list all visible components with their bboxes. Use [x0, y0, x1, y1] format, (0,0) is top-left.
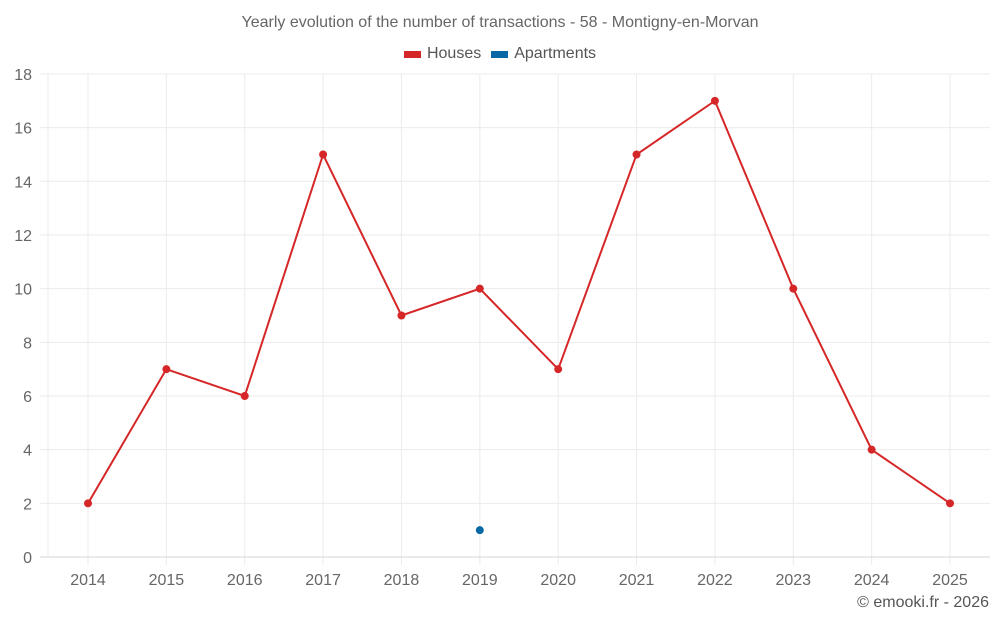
- y-tick-label: 18: [14, 67, 32, 84]
- data-point-houses[interactable]: [867, 445, 876, 454]
- apartments-swatch-icon: [491, 50, 509, 58]
- x-tick-label: 2022: [697, 572, 733, 589]
- data-point-houses[interactable]: [554, 365, 563, 374]
- x-tick-label: 2018: [384, 572, 420, 589]
- y-tick-label: 4: [23, 443, 32, 460]
- x-tick-label: 2017: [305, 572, 341, 589]
- x-tick-label: 2014: [70, 572, 106, 589]
- x-tick-label: 2023: [775, 572, 811, 589]
- y-tick-label: 12: [14, 228, 32, 245]
- x-tick-label: 2016: [227, 572, 263, 589]
- legend-label-apartments: Apartments: [514, 45, 597, 62]
- data-point-houses[interactable]: [84, 499, 92, 508]
- series-line-houses: [87, 99, 951, 505]
- data-point-houses[interactable]: [475, 284, 484, 293]
- data-point-houses[interactable]: [319, 150, 328, 159]
- data-point-apartments[interactable]: [475, 526, 484, 535]
- data-point-houses[interactable]: [789, 284, 798, 293]
- x-tick-label: 2015: [149, 572, 185, 589]
- x-tick-label: 2019: [462, 572, 498, 589]
- data-point-houses[interactable]: [397, 311, 406, 320]
- legend-label-houses: Houses: [426, 45, 482, 62]
- y-tick-label: 0: [23, 550, 32, 567]
- copyright-credit: © emooki.fr - 2026: [857, 594, 989, 611]
- x-tick-label: 2020: [540, 572, 576, 589]
- data-point-houses[interactable]: [946, 499, 954, 508]
- legend-item-houses[interactable]: Houses: [403, 45, 482, 63]
- y-tick-label: 6: [23, 389, 32, 406]
- y-tick-label: 8: [23, 335, 32, 352]
- data-point-houses[interactable]: [162, 365, 171, 374]
- legend-item-apartments[interactable]: Apartments: [491, 45, 596, 63]
- houses-swatch-icon: [403, 50, 421, 58]
- data-point-houses[interactable]: [632, 150, 641, 159]
- y-tick-label: 2: [23, 496, 32, 513]
- x-tick-label: 2025: [932, 572, 968, 589]
- chart-title: Yearly evolution of the number of transa…: [241, 14, 759, 31]
- y-tick-label: 14: [14, 174, 32, 191]
- y-tick-label: 16: [14, 121, 32, 138]
- data-point-houses[interactable]: [240, 392, 249, 400]
- data-point-houses[interactable]: [710, 96, 719, 105]
- chart-legend: Houses Apartments: [0, 45, 1000, 63]
- x-tick-label: 2021: [619, 572, 655, 589]
- y-tick-label: 10: [14, 282, 32, 299]
- x-tick-label: 2024: [854, 572, 890, 589]
